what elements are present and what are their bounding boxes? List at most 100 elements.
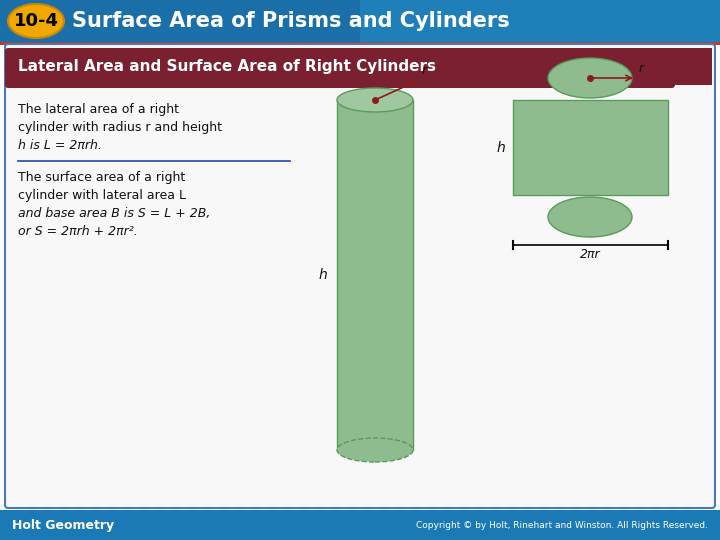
Bar	[113, 7, 127, 17]
Bar	[385, 31, 399, 41]
Bar	[689, 529, 703, 539]
Bar	[177, 0, 191, 5]
Bar	[449, 7, 463, 17]
Bar	[401, 0, 415, 5]
Bar	[401, 517, 415, 527]
Bar	[65, 0, 79, 5]
Text: Lateral Area and Surface Area of Right Cylinders: Lateral Area and Surface Area of Right C…	[18, 59, 436, 75]
Bar	[657, 19, 671, 29]
Bar	[673, 19, 687, 29]
Ellipse shape	[548, 197, 632, 237]
Bar	[353, 529, 367, 539]
Bar	[369, 19, 383, 29]
Bar	[561, 0, 575, 5]
Bar	[17, 0, 31, 5]
Bar	[49, 517, 63, 527]
Ellipse shape	[8, 4, 64, 38]
Text: The surface area of a right: The surface area of a right	[18, 171, 185, 184]
Bar	[689, 505, 703, 515]
Bar	[353, 0, 367, 5]
Bar	[49, 0, 63, 5]
Bar	[513, 31, 527, 41]
Bar	[129, 31, 143, 41]
Bar	[513, 529, 527, 539]
Bar	[337, 529, 351, 539]
Bar	[97, 529, 111, 539]
Bar	[161, 31, 175, 41]
Bar	[625, 517, 639, 527]
Bar	[577, 7, 591, 17]
Bar	[593, 19, 607, 29]
Text: 2πr: 2πr	[580, 248, 600, 261]
Bar	[321, 31, 335, 41]
Bar	[289, 19, 303, 29]
Bar	[33, 7, 47, 17]
Bar	[97, 505, 111, 515]
Bar	[433, 529, 447, 539]
Bar	[353, 517, 367, 527]
Bar	[401, 529, 415, 539]
Bar	[129, 529, 143, 539]
Bar	[161, 529, 175, 539]
Bar	[33, 31, 47, 41]
Bar	[65, 529, 79, 539]
Bar	[241, 19, 255, 29]
Bar	[177, 7, 191, 17]
Text: or S = 2πrh + 2πr².: or S = 2πrh + 2πr².	[18, 225, 138, 238]
Bar	[1, 31, 15, 41]
Bar	[129, 505, 143, 515]
Bar	[145, 7, 159, 17]
Bar	[625, 505, 639, 515]
Bar	[241, 7, 255, 17]
Bar	[49, 7, 63, 17]
Bar	[209, 7, 223, 17]
Bar	[705, 19, 719, 29]
Bar	[1, 517, 15, 527]
Bar	[1, 19, 15, 29]
Bar	[273, 19, 287, 29]
Bar	[433, 0, 447, 5]
Bar	[369, 31, 383, 41]
Bar	[129, 0, 143, 5]
Bar	[385, 7, 399, 17]
Bar	[529, 529, 543, 539]
Text: h is L = 2πrh.: h is L = 2πrh.	[18, 139, 102, 152]
Bar	[33, 0, 47, 5]
Bar	[81, 7, 95, 17]
Bar	[689, 31, 703, 41]
Bar	[657, 0, 671, 5]
Bar	[337, 517, 351, 527]
Bar	[17, 529, 31, 539]
Text: Copyright © by Holt, Rinehart and Winston. All Rights Reserved.: Copyright © by Holt, Rinehart and Winsto…	[416, 521, 708, 530]
Bar	[625, 19, 639, 29]
Bar	[625, 529, 639, 539]
Bar	[209, 529, 223, 539]
Bar	[625, 0, 639, 5]
Bar	[97, 7, 111, 17]
Bar	[97, 19, 111, 29]
Bar	[705, 7, 719, 17]
Bar	[625, 7, 639, 17]
Bar	[449, 19, 463, 29]
Bar	[145, 31, 159, 41]
Text: h: h	[497, 140, 505, 154]
Bar	[609, 517, 623, 527]
Bar	[257, 529, 271, 539]
Bar	[561, 505, 575, 515]
Bar	[193, 505, 207, 515]
Bar	[401, 7, 415, 17]
Bar	[561, 529, 575, 539]
Bar	[465, 31, 479, 41]
Bar	[449, 0, 463, 5]
Bar	[33, 19, 47, 29]
Bar	[465, 19, 479, 29]
Bar	[593, 31, 607, 41]
Ellipse shape	[337, 88, 413, 112]
Bar	[529, 19, 543, 29]
Bar	[513, 19, 527, 29]
Bar	[417, 529, 431, 539]
Bar	[0, 0, 720, 42]
Bar	[360, 0, 720, 42]
Bar	[433, 505, 447, 515]
Bar	[113, 529, 127, 539]
